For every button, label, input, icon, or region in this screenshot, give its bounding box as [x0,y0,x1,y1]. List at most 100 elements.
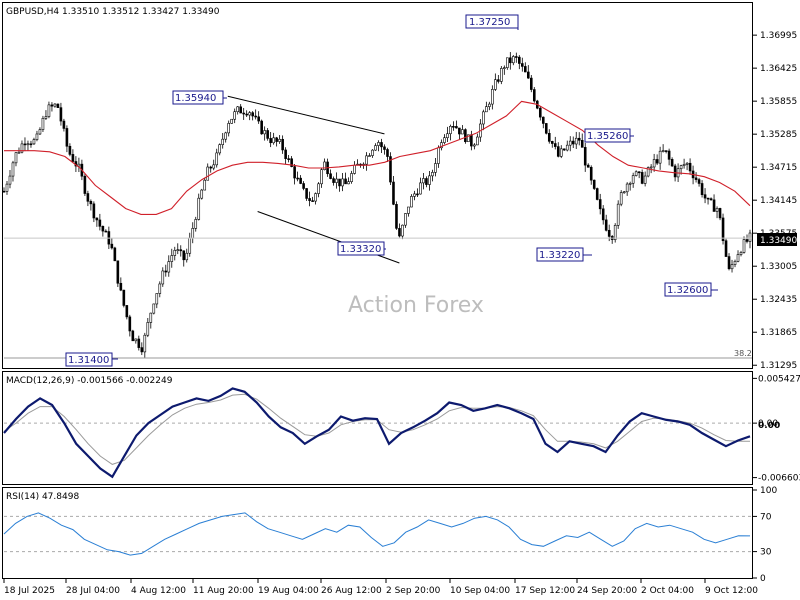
candle-body [518,56,521,64]
price-ytick-label: 1.34145 [760,196,797,206]
macd-main-line [3,387,751,479]
candle-body [281,138,284,151]
candle-body [553,143,557,147]
candle-body [458,127,461,135]
candle-body [242,112,245,115]
candle-body [601,208,605,221]
candle-body [269,138,272,144]
candle-body [509,57,512,64]
candle-body [431,172,434,177]
candle-body [473,144,476,147]
candle-body [538,107,542,118]
candle-body [718,208,722,219]
candle-body [113,247,117,262]
price-label-low-late-sep: 1.33220 [536,247,592,262]
candle-body [143,334,147,353]
candle-body [386,149,389,157]
candle-body [152,303,156,314]
candle-body [89,200,93,205]
candle-body [122,289,126,306]
price-label-1-35260: 1.35260 [587,131,628,142]
candle-body [56,103,60,108]
candle-body [332,178,335,183]
candle-body [607,230,611,237]
price-label-1-32600: 1.32600 [667,285,708,296]
candle-body [146,322,150,336]
y-axis-ticks: 1.36995 1.36425 1.35855 1.35285 1.34715 1.341… [753,31,800,584]
xtick-label: 10 Sep 04:00 [450,586,510,596]
candle-body [727,256,731,270]
candle-body [71,154,75,162]
price-ytick-label: 1.35855 [760,97,797,107]
candle-body [305,188,308,199]
candle-body [50,104,54,107]
candle-body [182,250,186,261]
xtick-label: 28 Jul 04:00 [66,586,120,596]
candle-body [194,219,198,229]
price-label-1-33220: 1.33220 [539,250,580,261]
candle-body [580,140,584,148]
candle-body [374,145,377,151]
candle-body [577,137,581,141]
candle-body [455,126,458,129]
candle-body [464,129,467,143]
candle-body [637,171,641,174]
candle-body [547,132,551,142]
current-price-text: 1.33490 [760,236,797,246]
price-ytick-label: 1.33005 [760,262,797,272]
candle-body [500,68,503,82]
candle-body [550,141,554,144]
candle-body [323,161,326,170]
candle-body [221,138,225,145]
candle-body [700,183,704,195]
candle-body [685,162,689,165]
candle-body [503,67,506,69]
candle-body [416,193,419,196]
rsi-ytick-label: 100 [760,486,777,496]
candle-body [212,164,216,169]
candle-body [203,179,207,191]
rsi-polyline [3,512,751,556]
candle-body [524,66,527,73]
candle-body [236,106,239,113]
candle-body [275,137,278,142]
candle-body [11,162,15,177]
candle-body [116,260,120,284]
candle-body [733,260,737,265]
candle-body [712,199,716,212]
candle-body [706,197,710,200]
candle-body [721,217,725,242]
candle-body [149,312,153,323]
candle-body [440,142,443,149]
price-ytick-label: 1.32435 [760,295,797,305]
candle-body [532,89,536,102]
candle-body [404,213,407,226]
candle-body [449,125,452,135]
candle-body [278,138,281,142]
candle-body [191,228,195,239]
candle-body [314,193,317,202]
candle-body [47,104,51,117]
moving-average-polyline [4,100,751,215]
candle-body [748,232,752,242]
candle-body [20,143,24,153]
candle-body [125,305,129,318]
candle-body [646,167,650,177]
candle-body [673,165,677,178]
candle-body [694,177,698,180]
macd-ytick-label: -0.006603 [758,474,800,484]
candle-body [77,163,81,167]
candle-body [544,123,548,134]
candle-body [401,224,404,237]
candle-body [709,198,713,201]
candle-body [470,134,473,147]
candle-body [529,77,533,90]
candle-body [491,89,494,105]
candle-body [263,130,266,135]
candle-body [526,71,530,79]
price-label-left-high: 1.35940 [172,90,227,105]
candle-body [137,338,141,348]
candle-body [185,252,189,261]
candle-body [62,120,66,129]
candle-body [556,146,560,157]
